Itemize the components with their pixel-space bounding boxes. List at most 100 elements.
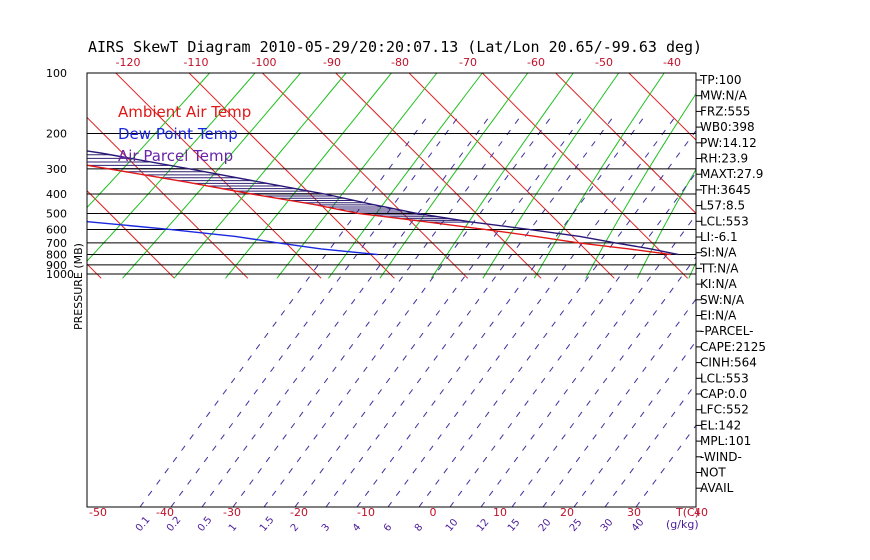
moist-adiabat-line: [276, 73, 438, 279]
mixing-ratio-tick-label: 1.5: [258, 515, 277, 534]
mixing-ratio-line: [139, 112, 431, 507]
stability-index-label: FRZ:555: [700, 104, 750, 118]
pressure-tick-label: 400: [46, 188, 67, 201]
moist-adiabat-line: [173, 73, 347, 279]
mixing-ratio-tick-label: 15: [506, 517, 523, 534]
stability-index-label: CAP:0.0: [700, 387, 747, 401]
mixing-ratio-tick-label: 2: [289, 522, 302, 534]
isotherm-line: [554, 73, 696, 215]
pressure-tick-label: 600: [46, 223, 67, 236]
stability-index-label: WB0:398: [700, 120, 755, 134]
mixing-ratio-tick-label: 25: [568, 517, 585, 534]
isotherm-line: [0, 69, 28, 279]
stability-index-label: TH:3645: [699, 183, 751, 197]
pressure-tick-label: 700: [46, 237, 67, 250]
mixing-ratio-line: [201, 112, 493, 507]
legend-dew-point-temp: Dew Point Temp: [118, 125, 238, 143]
stability-index-label: PW:14.12: [700, 136, 757, 150]
moist-adiabat-line: [843, 73, 870, 278]
stability-index-label: KI:N/A: [700, 277, 737, 291]
stability-index-label: LFC:552: [700, 403, 749, 417]
moist-adiabat-line: [122, 73, 301, 279]
mixing-ratio-tick-label: 10: [444, 517, 461, 534]
temp-tick-bottom-label: 40: [694, 506, 708, 519]
moist-adiabat-line: [225, 73, 392, 279]
isotherm-line: [771, 69, 870, 279]
temp-tick-top-label: -80: [391, 56, 409, 69]
series-line-2: [87, 150, 679, 256]
stability-index-label: MAXT:27.9: [700, 167, 763, 181]
pressure-tick-label: 500: [46, 208, 67, 221]
mixing-ratio-line: [325, 112, 617, 507]
moist-adiabat-line: [585, 92, 696, 279]
temp-tick-top-label: -90: [323, 56, 341, 69]
mixing-ratio-line: [418, 129, 696, 507]
isotherm-line: [844, 69, 870, 279]
stability-index-label: EL:142: [700, 418, 741, 432]
mixing-ratio-line: [294, 112, 586, 507]
stability-index-label: -PARCEL-: [700, 324, 754, 338]
mixing-ratio-tick-label: 3: [320, 522, 333, 534]
series-line-0: [87, 164, 672, 256]
temp-tick-bottom-label: -30: [223, 506, 241, 519]
mixing-ratio-tick-label: 6: [382, 522, 395, 534]
temp-tick-top-label: -50: [595, 56, 613, 69]
series-line-1: [87, 220, 379, 256]
isotherm-line: [628, 73, 696, 141]
stability-index-label: NOT: [700, 466, 726, 480]
legend: Ambient Air Temp Dew Point Temp Air Parc…: [118, 103, 251, 165]
stability-index-label: -WIND-: [700, 450, 742, 464]
stability-index-label: LCL:553: [700, 214, 749, 228]
stability-index-label: TT:N/A: [699, 261, 739, 275]
stability-index-label: EI:N/A: [700, 309, 737, 323]
temp-tick-top-label: -40: [663, 56, 681, 69]
stability-index-label: MPL:101: [700, 434, 751, 448]
temp-tick-top-label: -110: [184, 56, 209, 69]
mixing-ratio-line: [170, 112, 462, 507]
moist-adiabat-line: [328, 73, 483, 279]
pressure-tick-label: 300: [46, 163, 67, 176]
temp-tick-top-label: -100: [252, 56, 277, 69]
mixing-ratio-tick-label: 20: [537, 517, 554, 534]
moist-adiabat-line: [636, 168, 696, 279]
moist-adiabat-line: [533, 73, 665, 279]
mixing-ratio-tick-label: 4: [351, 522, 364, 534]
stability-index-label: LI:-6.1: [700, 230, 738, 244]
chart-title: AIRS SkewT Diagram 2010-05-29/20:20:07.1…: [88, 38, 702, 56]
moist-adiabat-line: [688, 261, 696, 279]
stability-index-label: CINH:564: [700, 356, 757, 370]
temp-tick-bottom-label: 20: [560, 506, 574, 519]
stability-index-label: SW:N/A: [700, 293, 745, 307]
mixing-ratio-tick-label: 1: [227, 522, 240, 534]
mixing-ratio-tick-label: 30: [599, 517, 616, 534]
temp-tick-bottom-label: -20: [290, 506, 308, 519]
mixing-ratio-tick-label: 0.1: [134, 515, 153, 534]
stability-index-label: CAPE:2125: [700, 340, 766, 354]
stability-index-label: TP:100: [699, 73, 742, 87]
moist-adiabat-line: [792, 73, 870, 278]
pressure-tick-label: 900: [46, 259, 67, 272]
mixing-ratio-line: [387, 112, 679, 507]
temp-tick-bottom-label: -40: [156, 506, 174, 519]
temp-tick-top-label: -70: [459, 56, 477, 69]
legend-air-parcel-temp: Air Parcel Temp: [118, 147, 233, 165]
temp-tick-bottom-label: -10: [357, 506, 375, 519]
temp-tick-bottom-label: 0: [430, 506, 437, 519]
moist-adiabat-line: [482, 73, 620, 279]
stability-index-label: MW:N/A: [700, 89, 748, 103]
mixing-ratio-tick-label: 8: [413, 522, 426, 534]
mixing-ratio-line: [263, 112, 555, 507]
stability-index-label: SI:N/A: [700, 246, 737, 260]
temp-tick-bottom-label: -50: [89, 506, 107, 519]
moist-adiabat-line: [379, 73, 529, 279]
moist-adiabat-line: [430, 73, 574, 279]
pressure-tick-label: 200: [46, 128, 67, 141]
moist-adiabat-line: [87, 73, 256, 262]
stability-index-label: L57:8.5: [700, 199, 745, 213]
pressure-tick-label: 1000: [46, 268, 74, 281]
mixing-ratio-tick-label: 40: [630, 517, 647, 534]
temp-tick-top-label: -60: [527, 56, 545, 69]
mixing-ratio-line: [542, 298, 696, 507]
